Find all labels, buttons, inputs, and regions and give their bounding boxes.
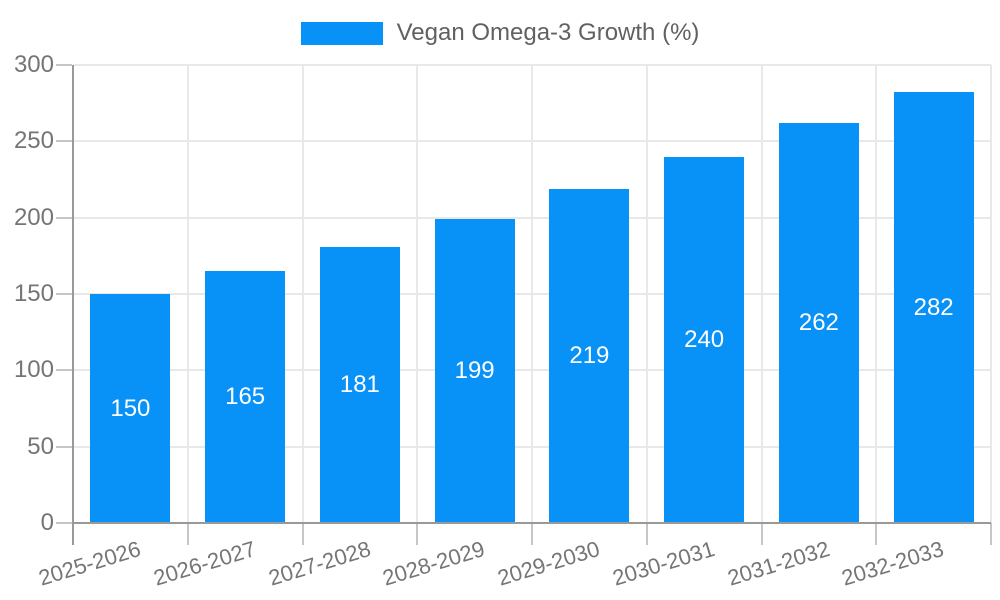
x-tick-mark: [875, 523, 878, 545]
y-tick-mark: [56, 522, 72, 524]
bar-value-label: 181: [339, 370, 380, 398]
x-tick-mark: [301, 523, 304, 545]
bar[interactable]: 282: [893, 92, 974, 523]
x-tick-label: 2031-2032: [724, 536, 833, 591]
bar[interactable]: 165: [205, 271, 286, 523]
y-tick-mark: [56, 293, 72, 295]
y-tick-mark: [56, 369, 72, 372]
x-tick-mark: [72, 523, 74, 545]
bar[interactable]: 219: [549, 188, 630, 523]
y-axis-line: [72, 65, 74, 523]
x-tick-mark: [645, 523, 648, 545]
legend[interactable]: Vegan Omega-3 Growth (%): [0, 19, 1000, 47]
x-tick-mark: [760, 523, 763, 545]
x-tick-mark: [990, 523, 992, 545]
bar[interactable]: 199: [434, 219, 515, 523]
x-gridline: [875, 65, 878, 523]
legend-label: Vegan Omega-3 Growth (%): [396, 19, 700, 46]
y-tick-mark: [56, 216, 72, 219]
x-tick-label: 2029-2030: [494, 536, 603, 591]
x-gridline: [186, 65, 189, 523]
bar[interactable]: 240: [664, 156, 745, 523]
y-tick-label: 300: [13, 51, 54, 78]
legend-swatch: [300, 21, 383, 45]
y-tick-mark: [56, 445, 72, 448]
bar[interactable]: 150: [90, 294, 171, 523]
y-tick-label: 200: [13, 203, 54, 231]
x-tick-mark: [531, 523, 533, 545]
x-gridline: [531, 65, 533, 523]
x-tick-mark: [416, 523, 419, 545]
bar[interactable]: 181: [319, 246, 400, 523]
bar-value-label: 262: [798, 308, 839, 336]
x-tick-label: 2026-2027: [150, 536, 259, 591]
y-tick-mark: [56, 140, 72, 143]
x-gridline: [760, 65, 763, 523]
bar-value-label: 199: [454, 357, 495, 385]
bar-value-label: 282: [913, 293, 954, 321]
y-tick-mark: [56, 64, 72, 66]
y-tick-label: 150: [13, 280, 54, 307]
x-gridline: [301, 65, 304, 523]
bar-value-label: 240: [684, 325, 725, 353]
x-tick-label: 2027-2028: [265, 536, 374, 591]
x-tick-label: 2028-2029: [380, 536, 488, 591]
x-axis-line: [73, 522, 991, 524]
x-tick-label: 2032-2033: [839, 536, 947, 591]
y-tick-label: 50: [27, 432, 54, 460]
x-tick-mark: [186, 523, 189, 545]
x-tick-label: 2030-2031: [609, 536, 718, 591]
bar-value-label: 219: [569, 341, 610, 369]
y-tick-label: 0: [40, 509, 54, 536]
bar-value-label: 150: [110, 394, 151, 422]
bar-value-label: 165: [225, 383, 266, 411]
x-gridline: [990, 65, 992, 523]
y-tick-label: 250: [13, 127, 54, 155]
x-tick-label: 2025-2026: [35, 536, 144, 591]
y-tick-label: 100: [13, 356, 54, 384]
bar[interactable]: 262: [778, 123, 859, 523]
x-gridline: [416, 65, 419, 523]
x-gridline: [645, 65, 648, 523]
